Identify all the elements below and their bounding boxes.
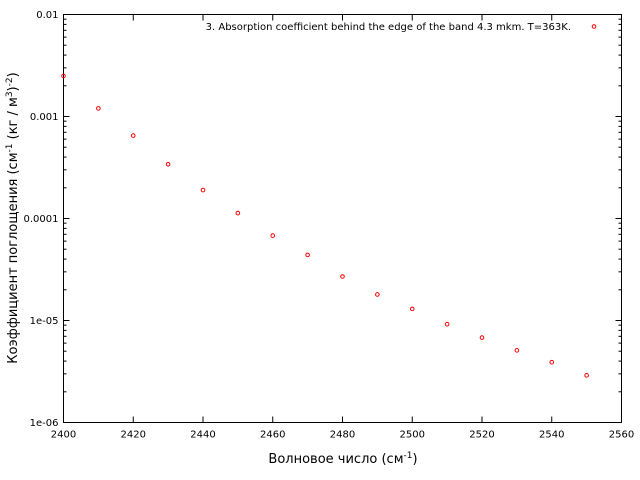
x-tick-label: 2500 [400,430,425,441]
plot-frame [63,14,622,423]
data-point [479,335,485,340]
x-tick-label: 2520 [469,430,494,441]
x-tick-label: 2420 [121,430,146,441]
y-tick-label: 1e-05 [30,316,59,327]
data-point [305,252,310,258]
data-point [61,73,66,79]
data-point [584,373,589,378]
x-tick-label: 2440 [190,430,215,441]
legend-label: 3. Absorption coefficient behind the edg… [206,22,571,33]
data-point [165,161,171,167]
legend-marker [591,24,597,29]
x-tick-label: 2540 [539,430,564,441]
x-tick-label: 2560 [609,430,634,441]
y-tick-label: 0.01 [36,10,58,21]
x-tick-label: 2400 [51,430,76,441]
data-point [340,274,345,279]
data-point [409,306,415,312]
y-tick-label: 0.001 [30,112,59,123]
data-point [235,210,241,216]
data-point [200,187,206,193]
data-point [130,133,136,138]
x-axis: 2400 2420 2440 2460 2480 2500 2520 2540 2560 [51,14,634,441]
y-tick-label: 1e-06 [30,418,59,429]
y-axis-title: Коэффициент поглощения (см-1 (кг / м3)-2… [5,72,21,363]
data-point [270,233,276,238]
data-point [375,292,380,297]
data-point [549,359,555,365]
y-axis: 0.01 0.001 0.0001 1e-05 1e-06 [24,10,622,429]
data-series [61,73,589,378]
x-tick-label: 2480 [330,430,355,441]
data-point [444,321,450,327]
y-tick-label: 0.0001 [24,214,59,225]
data-point [96,106,101,111]
x-axis-title: Волновое число (см-1) [268,451,417,467]
data-point [514,348,520,353]
x-tick-label: 2460 [260,430,285,441]
